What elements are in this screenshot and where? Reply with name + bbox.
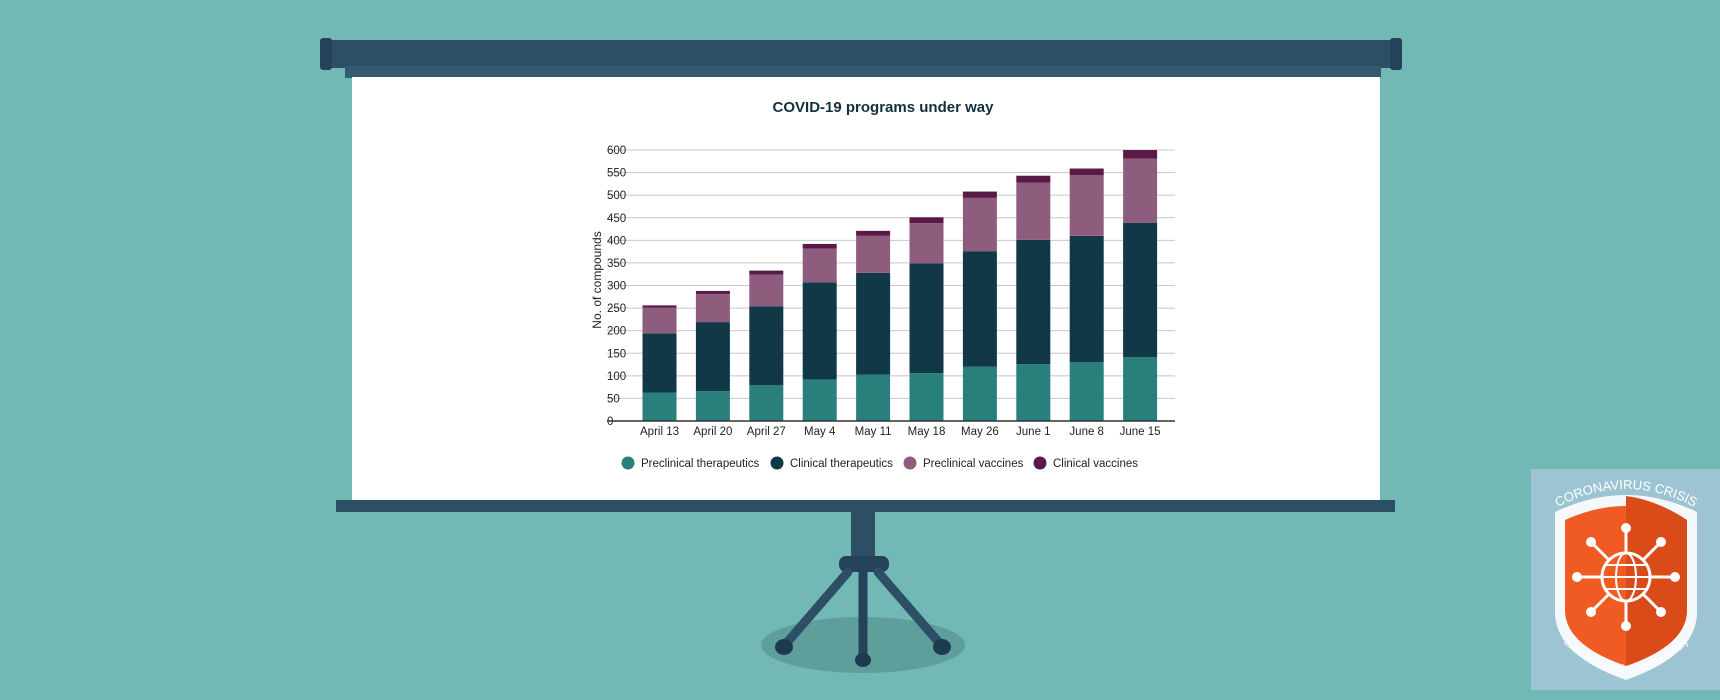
bar-segment — [642, 333, 677, 393]
bar-segment — [1069, 168, 1104, 176]
x-tick-label: April 27 — [747, 426, 786, 438]
bar-segment — [1016, 239, 1051, 365]
bar-segment — [1016, 364, 1051, 421]
legend-marker — [903, 456, 917, 470]
stand-foot-right — [933, 639, 951, 655]
x-tick-label: May 4 — [804, 426, 836, 438]
bar-segment — [1069, 235, 1104, 363]
x-tick-label: May 26 — [961, 426, 999, 438]
bar-segment — [1069, 362, 1104, 421]
bar-segment — [909, 373, 944, 421]
x-tick-label: May 18 — [908, 426, 946, 438]
x-tick-label: May 11 — [855, 426, 892, 438]
bar-segment — [856, 230, 891, 236]
bar-segment — [749, 306, 784, 386]
y-tick-label: 550 — [607, 168, 626, 180]
bar-segment — [962, 197, 997, 252]
y-tick-label: 300 — [607, 281, 626, 293]
legend-label: Clinical vaccines — [1053, 458, 1138, 470]
stand-foot-left — [775, 639, 793, 655]
stand-leg-right — [873, 567, 947, 651]
bar-segment — [1123, 158, 1158, 223]
bar-segment — [1123, 222, 1158, 358]
bar-segment — [749, 385, 784, 421]
x-tick-label: April 20 — [693, 426, 732, 438]
bar-segment — [962, 251, 997, 367]
bar-segment — [1123, 150, 1158, 159]
bar-segment — [642, 392, 677, 421]
y-axis-label: No. of compounds — [590, 231, 604, 328]
legend-label: Preclinical vaccines — [923, 458, 1024, 470]
y-tick-label: 500 — [607, 190, 626, 202]
legend-label: Preclinical therapeutics — [641, 458, 760, 470]
bar-segment — [695, 294, 730, 323]
bar-segment — [1123, 357, 1158, 421]
x-tick-label: June 8 — [1069, 426, 1104, 438]
bar-segment — [909, 263, 944, 374]
bar-segment — [802, 248, 837, 283]
bar-segment — [802, 282, 837, 380]
y-tick-label: 150 — [607, 348, 626, 360]
badge-shield-shade — [1626, 496, 1687, 666]
bar-segment — [1016, 175, 1051, 183]
screen-top-roller — [320, 38, 1402, 78]
legend: Preclinical therapeutics Clinical therape… — [621, 456, 1138, 470]
screen-bottom-bar — [336, 500, 1395, 512]
stand-leg-left — [779, 567, 853, 651]
bar-segment — [962, 366, 997, 421]
stand-foot-center — [855, 653, 871, 667]
legend-marker — [1033, 456, 1047, 470]
legend-label: Clinical therapeutics — [790, 458, 893, 470]
bar-segment — [1069, 175, 1104, 236]
y-tick-label: 400 — [607, 235, 626, 247]
bar-segment — [1016, 182, 1051, 240]
bar-segment — [642, 307, 677, 334]
x-tick-label: April 13 — [640, 426, 679, 438]
x-tick-labels: April 13 April 20 April 27 May 4 May 11 May 1… — [640, 426, 1161, 438]
bar-segment — [909, 217, 944, 224]
virus-globe-icon — [1572, 523, 1680, 631]
y-tick-label: 100 — [607, 371, 626, 383]
bar-segment — [856, 374, 891, 421]
legend-marker — [770, 456, 784, 470]
bar-segment — [749, 274, 784, 307]
coronavirus-crisis-badge: CORONAVIRUS CRISIS Exclusive analysis fr… — [1531, 469, 1720, 690]
bar-segment — [695, 322, 730, 392]
y-tick-label: 350 — [607, 258, 626, 270]
x-tick-label: June 1 — [1016, 426, 1051, 438]
chart-title: COVID-19 programs under way — [773, 99, 995, 116]
y-tick-label: 0 — [607, 416, 613, 428]
bar-segment — [802, 243, 837, 249]
bar-segment — [749, 270, 784, 275]
stacked-bar-chart: COVID-19 programs under way No. of compo… — [590, 99, 1175, 470]
x-tick-label: June 15 — [1120, 426, 1161, 438]
y-tick-label: 250 — [607, 303, 626, 315]
y-tick-label: 450 — [607, 213, 626, 225]
bar-segment — [642, 305, 677, 308]
bars — [642, 150, 1158, 421]
y-tick-labels: 0 50 100 150 200 250 300 350 400 450 500 550 600 — [607, 145, 626, 428]
bar-segment — [856, 235, 891, 273]
y-tick-label: 50 — [607, 393, 620, 405]
bar-segment — [695, 290, 730, 295]
bar-segment — [856, 272, 891, 375]
bar-segment — [909, 223, 944, 264]
y-tick-label: 600 — [607, 145, 626, 157]
legend-marker — [621, 456, 635, 470]
bar-segment — [695, 391, 730, 421]
tripod-stand — [761, 510, 965, 673]
y-tick-label: 200 — [607, 326, 626, 338]
bar-segment — [802, 379, 837, 421]
bar-segment — [962, 191, 997, 198]
